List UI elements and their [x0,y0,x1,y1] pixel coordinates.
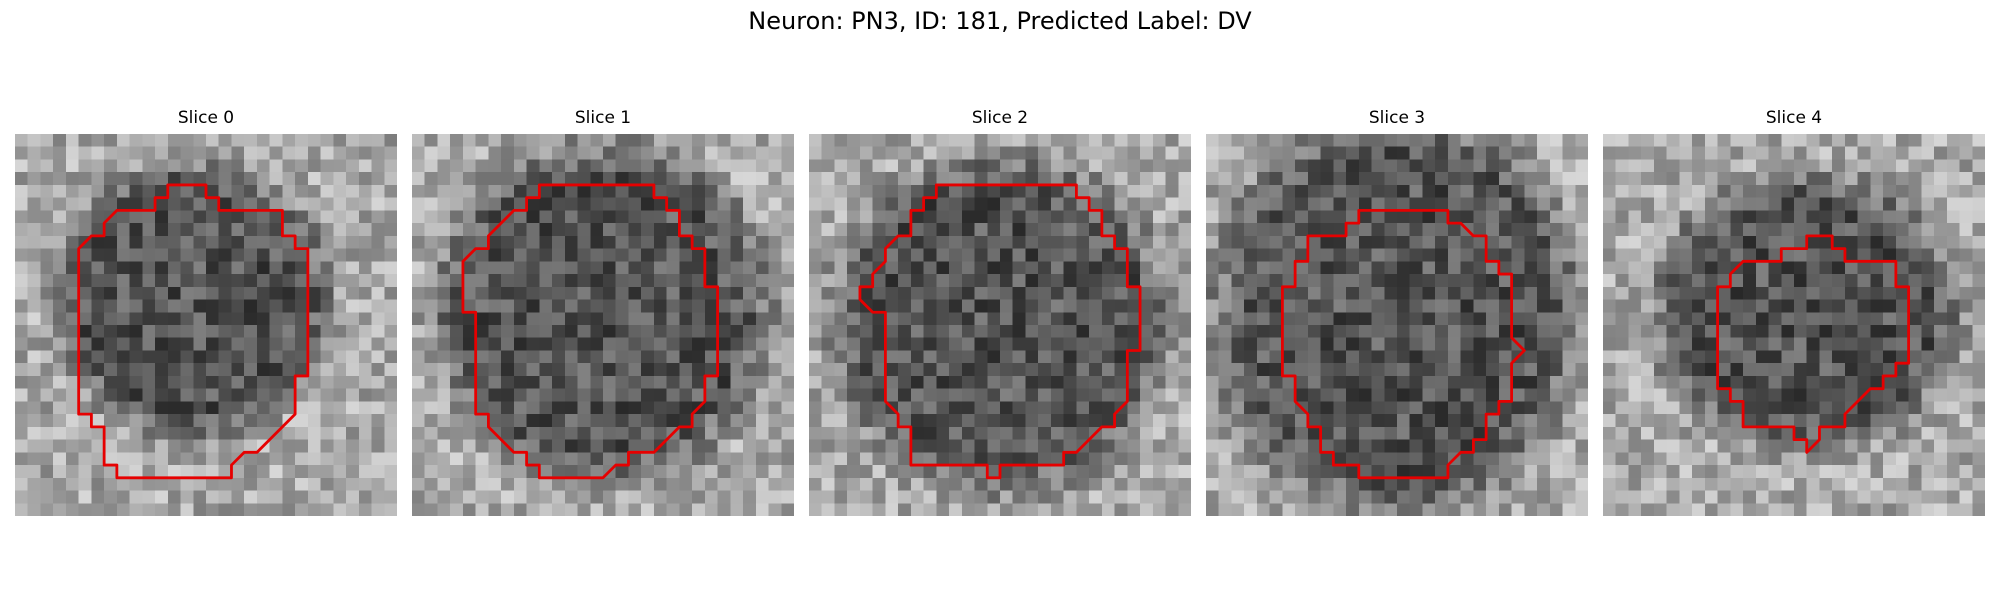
pixel-grid [809,134,1191,516]
slice-4-image [1603,134,1985,516]
segmentation-outline [858,183,1142,480]
slice-0-image [15,134,397,516]
pixel-grid [412,134,794,516]
segmentation-outline [1716,234,1911,454]
figure-title: Neuron: PN3, ID: 181, Predicted Label: D… [748,7,1252,35]
segmentation-outline [1280,208,1526,480]
slice-1-title: Slice 1 [574,108,632,128]
slice-3-title: Slice 3 [1368,108,1426,128]
slice-1-image [412,134,794,516]
segmentation-outline [461,183,720,480]
slice-2-image [809,134,1191,516]
pixel-grid [1603,134,1985,516]
segmentation-outline [77,183,310,480]
slice-2-title: Slice 2 [971,108,1029,128]
slice-3-image [1206,134,1588,516]
pixel-grid [15,134,397,516]
slice-0-title: Slice 0 [177,108,235,128]
pixel-grid [1206,134,1588,516]
slice-4-title: Slice 4 [1765,108,1823,128]
